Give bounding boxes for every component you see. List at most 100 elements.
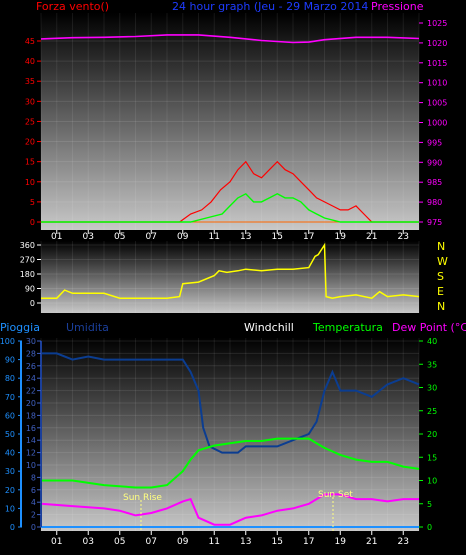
y-tick-label: 10 — [5, 504, 15, 513]
wind-panel-background — [41, 13, 419, 230]
y-tick-label: 985 — [427, 178, 442, 187]
y-tick-label: 4 — [31, 498, 36, 507]
y-tick-label: 70 — [5, 393, 15, 402]
compass-label: W — [437, 255, 448, 268]
y-tick-label: 2 — [31, 511, 36, 520]
y-tick-label: 0 — [30, 218, 35, 227]
x-tick-label: 01 — [51, 232, 62, 242]
y-tick-label: 1020 — [427, 39, 447, 48]
x-tick-label: 15 — [272, 537, 283, 547]
y-tick-label: 45 — [25, 37, 35, 46]
compass-label: E — [437, 285, 444, 298]
y-tick-label: 25 — [427, 407, 437, 416]
y-tick-label: 5 — [30, 198, 35, 207]
wind-force-line — [41, 160, 419, 223]
y-tick-label: 0 — [427, 523, 432, 532]
compass-label: N — [437, 240, 445, 253]
wind-force-label: Forza vento() — [36, 0, 109, 13]
wind-direction-line — [41, 242, 420, 300]
y-tick-label: 30 — [427, 384, 437, 393]
y-tick-label: 30 — [26, 337, 36, 346]
y-tick-label: 360 — [20, 241, 35, 250]
direction-panel-background — [41, 241, 419, 313]
y-tick-label: 20 — [5, 486, 15, 495]
y-tick-label: 28 — [26, 349, 36, 358]
temperature-label: Temperatura — [312, 321, 383, 334]
y-tick-label: 40 — [25, 57, 35, 66]
humidity-label: Umidita — [66, 321, 109, 334]
y-tick-label: 80 — [5, 374, 15, 383]
y-tick-label: 18 — [26, 411, 36, 420]
y-tick-label: 8 — [31, 473, 36, 482]
y-tick-label: 30 — [25, 97, 35, 106]
direction-left-axis: 0 90 180 270 360 — [20, 241, 41, 308]
y-tick-label: 990 — [427, 158, 442, 167]
x-tick-label: 17 — [303, 537, 314, 547]
y-tick-label: 20 — [26, 399, 36, 408]
temperature-x-axis: 01 03 05 07 09 11 13 15 17 19 21 23 — [51, 531, 409, 547]
y-tick-label: 5 — [427, 500, 432, 509]
temperature-right-axis: 0 5 10 15 20 25 30 35 40 — [419, 337, 437, 532]
x-tick-label: 13 — [240, 537, 251, 547]
x-tick-label: 09 — [177, 537, 189, 547]
y-tick-label: 40 — [427, 337, 437, 346]
y-tick-label: 1005 — [427, 99, 447, 108]
y-tick-label: 10 — [26, 461, 36, 470]
x-tick-label: 17 — [303, 232, 314, 242]
sunrise-label: Sun Rise — [123, 493, 162, 503]
rain-axis: 0 10 20 30 40 50 60 70 80 90 100 — [0, 337, 22, 532]
humidity-line — [41, 352, 420, 454]
y-tick-label: 100 — [0, 337, 15, 346]
y-tick-label: 16 — [26, 424, 36, 433]
x-tick-label: 07 — [146, 232, 157, 242]
x-tick-label: 11 — [209, 537, 220, 547]
y-tick-label: 22 — [26, 387, 36, 396]
y-tick-label: 25 — [25, 117, 35, 126]
compass-label: S — [437, 270, 444, 283]
y-tick-label: 24 — [26, 374, 36, 383]
dewpoint-line — [40, 493, 419, 526]
x-tick-label: 05 — [114, 232, 125, 242]
windchill-label: Windchill — [244, 321, 294, 334]
temperature-panel-series — [40, 352, 420, 528]
y-tick-label: 15 — [427, 453, 437, 462]
direction-panel-grid — [40, 241, 420, 313]
y-tick-label: 1025 — [427, 19, 447, 28]
y-tick-label: 1010 — [427, 79, 447, 88]
x-tick-label: 13 — [240, 232, 251, 242]
y-tick-label: 14 — [26, 436, 36, 445]
x-tick-label: 05 — [114, 537, 125, 547]
direction-panel-series — [41, 242, 420, 300]
x-tick-label: 01 — [51, 537, 62, 547]
y-tick-label: 26 — [26, 362, 36, 371]
y-tick-label: 20 — [25, 138, 35, 147]
y-tick-label: 35 — [25, 77, 35, 86]
sunset-label: Sun Set — [318, 490, 353, 500]
y-tick-label: 35 — [427, 360, 437, 369]
x-tick-label: 23 — [398, 537, 409, 547]
x-tick-label: 11 — [209, 232, 220, 242]
y-tick-label: 12 — [26, 449, 36, 458]
y-tick-label: 10 — [427, 477, 437, 486]
x-tick-label: 19 — [335, 232, 347, 242]
y-tick-label: 15 — [25, 158, 35, 167]
wind-gust-line — [41, 192, 419, 223]
rain-label: Pioggia — [0, 321, 40, 334]
dewpoint-label: Dew Point (°C) — [392, 321, 466, 334]
y-tick-label: 6 — [31, 486, 36, 495]
y-tick-label: 90 — [5, 356, 15, 365]
x-tick-label: 19 — [335, 537, 347, 547]
compass-label: N — [437, 300, 445, 313]
x-tick-label: 15 — [272, 232, 283, 242]
x-tick-label: 03 — [83, 537, 94, 547]
y-tick-label: 995 — [427, 138, 442, 147]
temperature-line — [41, 437, 420, 489]
pressure-line — [40, 34, 420, 44]
y-tick-label: 90 — [25, 285, 35, 294]
y-tick-label: 1000 — [427, 119, 447, 128]
y-tick-label: 180 — [20, 270, 35, 279]
pressure-label: Pressione — [371, 0, 424, 13]
